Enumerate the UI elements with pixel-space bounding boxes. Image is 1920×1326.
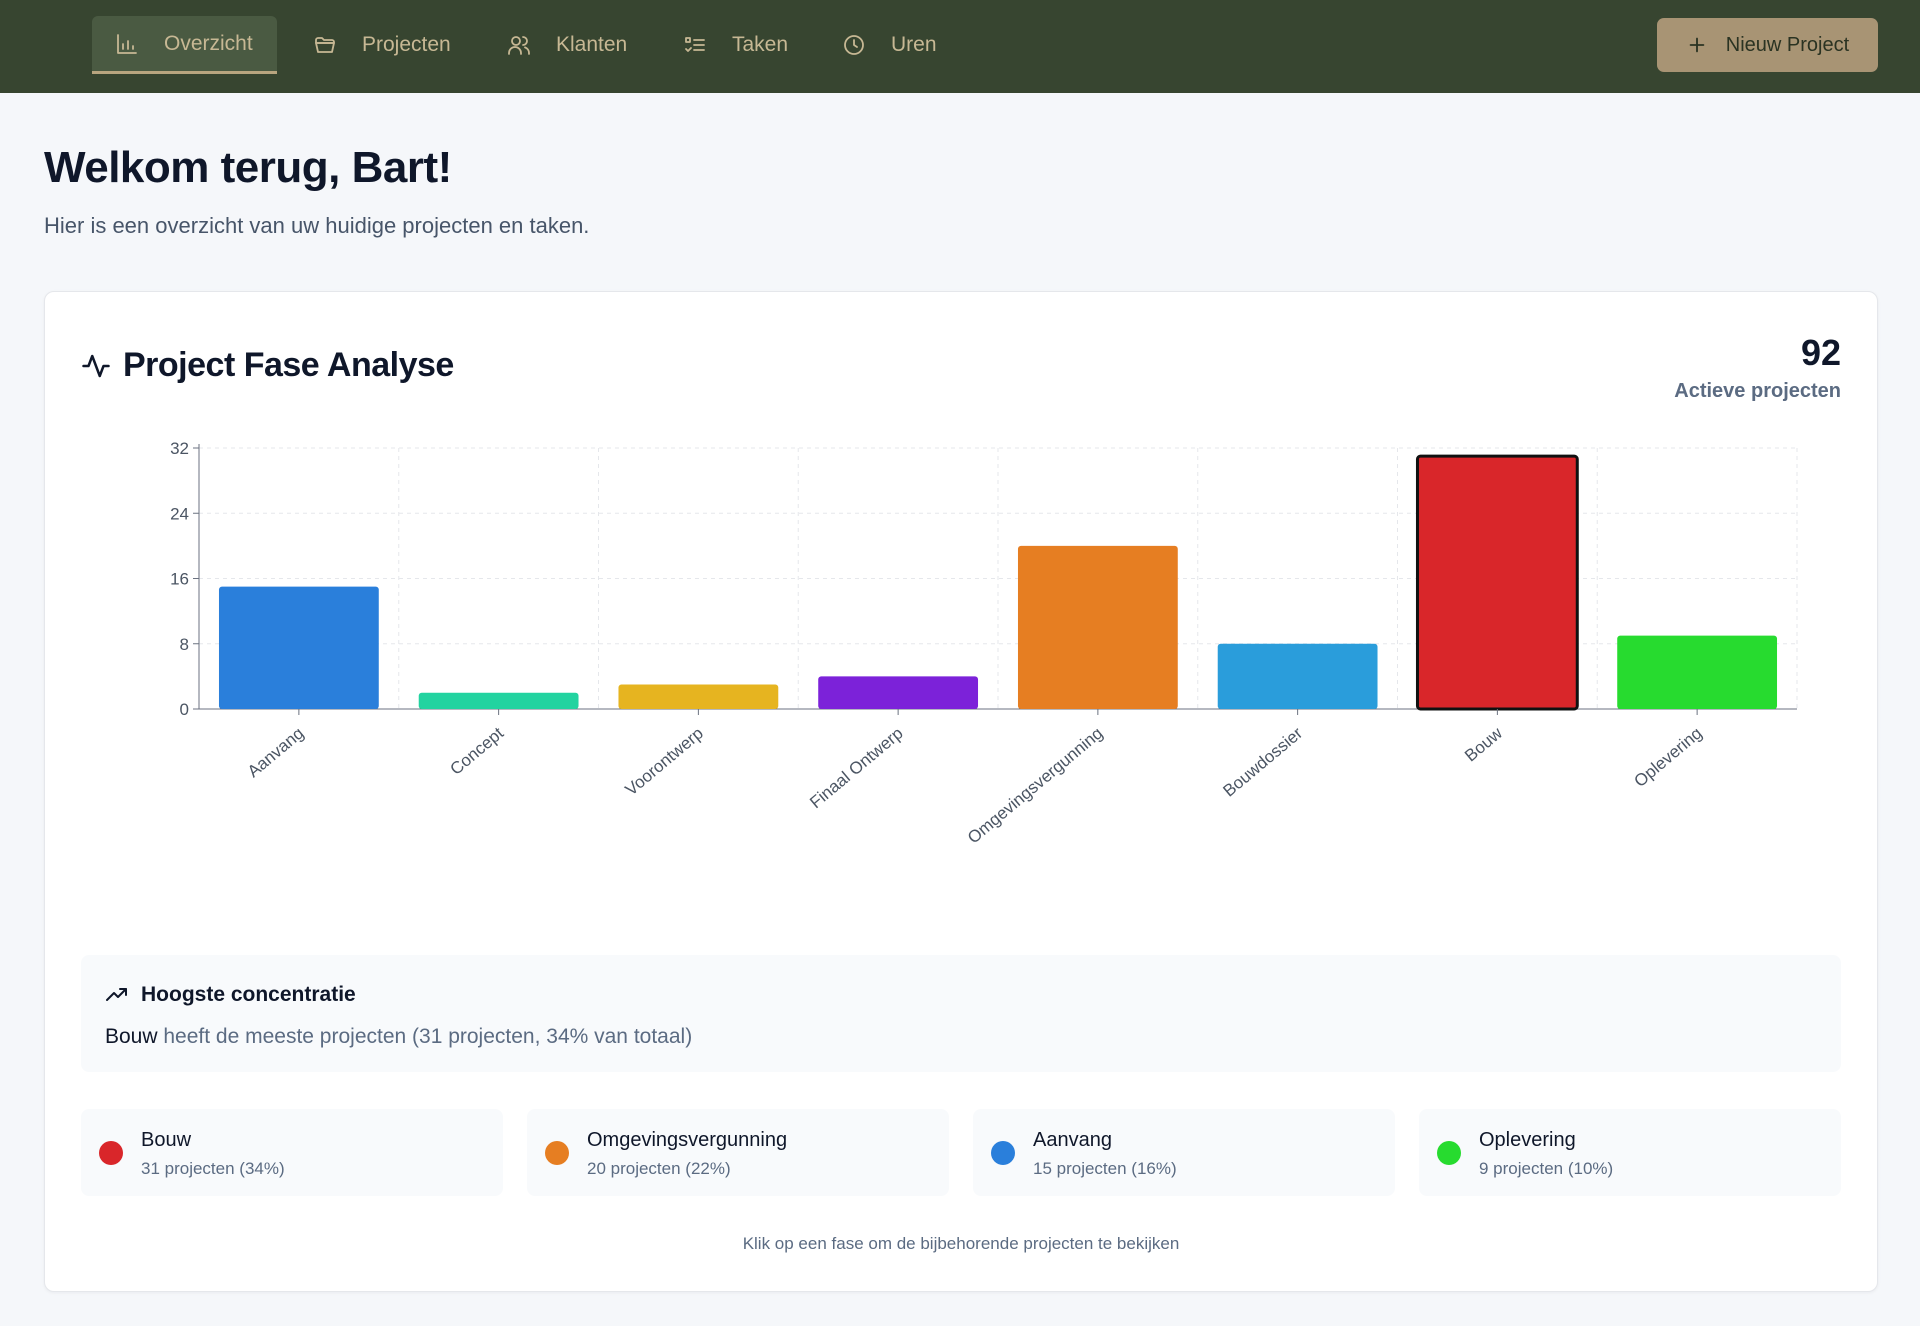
legend-color-dot <box>545 1141 569 1165</box>
bar-voorontwerp[interactable] <box>618 684 779 709</box>
legend-color-dot <box>1437 1141 1461 1165</box>
nav-label: Overzicht <box>164 31 253 55</box>
bar-finaal-ontwerp[interactable] <box>818 676 979 709</box>
legend-item-aanvang[interactable]: Aanvang 15 projecten (16%) <box>973 1109 1395 1196</box>
top-navigation: Overzicht Projecten Klanten Taken Uren N… <box>0 0 1920 93</box>
legend-count: 20 projecten (22%) <box>587 1159 731 1178</box>
users-icon <box>506 32 532 58</box>
legend-item-bouw[interactable]: Bouw 31 projecten (34%) <box>81 1109 503 1196</box>
nav-item-uren[interactable]: Uren <box>841 16 937 74</box>
bar-omgevingsvergunning[interactable] <box>1017 545 1178 709</box>
x-tick-label: Aanvang <box>244 724 308 782</box>
bar-bouwdossier[interactable] <box>1217 643 1378 709</box>
x-tick-label: Voorontwerp <box>622 724 707 800</box>
nav-item-projecten[interactable]: Projecten <box>312 16 451 74</box>
new-project-button[interactable]: Nieuw Project <box>1657 18 1878 72</box>
insight-text: Bouw heeft de meeste projecten (31 proje… <box>105 1025 692 1049</box>
chart-hint: Klik op een fase om de bijbehorende proj… <box>742 1234 1180 1253</box>
list-checks-icon <box>682 32 708 58</box>
insight-heading: Hoogste concentratie <box>105 983 356 1007</box>
insight-heading-text: Hoogste concentratie <box>141 983 356 1006</box>
legend-name: Bouw <box>141 1129 192 1151</box>
insight-phase: Bouw <box>105 1025 158 1048</box>
active-projects-stat: 92 Actieve projecten <box>1674 332 1841 403</box>
page-title: Welkom terug, Bart! <box>44 143 452 192</box>
nav-item-klanten[interactable]: Klanten <box>506 16 627 74</box>
nav-label: Uren <box>891 33 937 56</box>
bar-oplevering[interactable] <box>1617 635 1778 709</box>
y-tick-label: 16 <box>170 570 189 589</box>
card-title-text: Project Fase Analyse <box>123 346 454 384</box>
active-projects-count: 92 <box>1800 332 1841 373</box>
trending-up-icon <box>106 988 127 1001</box>
bar-chart-icon <box>114 31 140 57</box>
insight-box: Hoogste concentratie Bouw heeft de meest… <box>81 955 1841 1072</box>
plus-icon <box>1689 37 1705 53</box>
nav-label: Projecten <box>362 33 451 56</box>
insight-description: heeft de meeste projecten (31 projecten,… <box>157 1025 693 1048</box>
nav-item-taken[interactable]: Taken <box>682 16 788 74</box>
phase-bar-chart: 0 8 16 24 32 Aanvang Concept Voorontwerp Finaal … <box>170 439 1798 848</box>
phase-legend: Bouw 31 projecten (34%) Omgevingsvergunn… <box>81 1109 1841 1196</box>
y-tick-label: 8 <box>180 635 189 654</box>
bar-concept[interactable] <box>418 692 579 709</box>
y-tick-label: 32 <box>170 439 189 458</box>
nav-item-overzicht[interactable]: Overzicht <box>92 16 277 74</box>
legend-item-oplevering[interactable]: Oplevering 9 projecten (10%) <box>1419 1109 1841 1196</box>
page-subtitle: Hier is een overzicht van uw huidige pro… <box>44 213 590 238</box>
legend-count: 9 projecten (10%) <box>1479 1159 1614 1178</box>
legend-count: 15 projecten (16%) <box>1033 1159 1177 1178</box>
x-tick-label: Bouwdossier <box>1219 723 1306 800</box>
active-projects-label: Actieve projecten <box>1674 380 1841 402</box>
legend-count: 31 projecten (34%) <box>141 1159 285 1178</box>
nav-label: Taken <box>732 33 789 56</box>
clock-icon <box>841 32 867 58</box>
card-title: Project Fase Analyse <box>81 346 454 385</box>
new-project-label: Nieuw Project <box>1725 33 1850 56</box>
nav-label: Klanten <box>556 33 628 56</box>
legend-name: Aanvang <box>1033 1129 1112 1151</box>
activity-icon <box>82 354 110 377</box>
folder-icon <box>312 32 338 58</box>
x-tick-label: Finaal Ontwerp <box>806 724 907 813</box>
legend-item-omgevingsvergunning[interactable]: Omgevingsvergunning 20 projecten (22%) <box>527 1109 949 1196</box>
x-tick-label: Concept <box>446 723 507 778</box>
x-tick-label: Oplevering <box>1631 724 1706 791</box>
y-tick-label: 24 <box>170 504 189 523</box>
bar-aanvang[interactable] <box>218 586 379 709</box>
phase-analysis-card: Project Fase Analyse 92 Actieve projecte… <box>44 291 1878 1292</box>
bar-bouw[interactable] <box>1415 454 1579 711</box>
x-tick-label: Omgevingsvergunning <box>964 724 1107 848</box>
x-tick-label: Bouw <box>1461 723 1506 765</box>
legend-color-dot <box>991 1141 1015 1165</box>
y-tick-label: 0 <box>180 700 189 719</box>
legend-name: Oplevering <box>1479 1129 1576 1151</box>
legend-color-dot <box>99 1141 123 1165</box>
legend-name: Omgevingsvergunning <box>587 1129 788 1151</box>
